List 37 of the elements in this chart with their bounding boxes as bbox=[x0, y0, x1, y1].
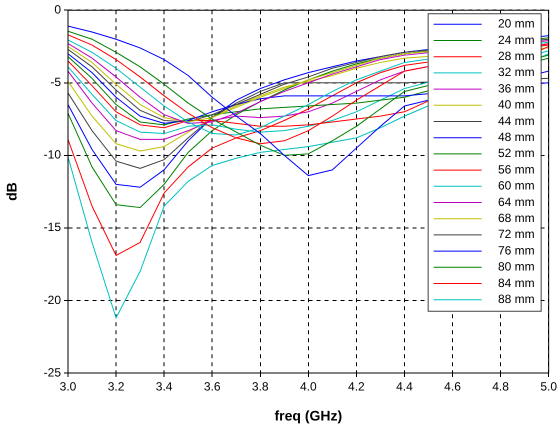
y-tick-label: -15 bbox=[44, 220, 62, 234]
legend-label: 68 mm bbox=[498, 211, 535, 226]
x-tick-label: 5.0 bbox=[540, 380, 558, 394]
legend-label: 72 mm bbox=[498, 227, 535, 242]
legend-label: 84 mm bbox=[498, 276, 535, 290]
legend-label: 40 mm bbox=[498, 98, 535, 112]
legend-label: 76 mm bbox=[498, 243, 535, 258]
legend-label: 56 mm bbox=[498, 162, 535, 176]
x-tick-label: 4.6 bbox=[444, 380, 462, 394]
x-axis-title: freq (GHz) bbox=[274, 407, 342, 424]
x-tick-label: 4.4 bbox=[396, 380, 414, 394]
x-tick-label: 3.4 bbox=[156, 380, 173, 394]
x-tick-label: 4.2 bbox=[348, 380, 366, 394]
y-tick-label: -10 bbox=[44, 148, 62, 162]
legend-label: 28 mm bbox=[498, 49, 535, 64]
x-tick-label: 3.2 bbox=[108, 380, 125, 394]
y-tick-label: -25 bbox=[44, 365, 62, 380]
legend-label: 44 mm bbox=[498, 114, 535, 128]
legend-label: 52 mm bbox=[498, 146, 535, 160]
x-tick-label: 3.0 bbox=[60, 380, 77, 394]
legend-label: 88 mm bbox=[498, 292, 535, 306]
legend-label: 60 mm bbox=[498, 178, 535, 193]
legend-label: 80 mm bbox=[498, 260, 535, 274]
y-axis-title: dB bbox=[3, 182, 20, 201]
legend-label: 24 mm bbox=[498, 32, 535, 47]
y-tick-label: 0 bbox=[54, 2, 62, 17]
legend-label: 36 mm bbox=[498, 81, 535, 96]
x-tick-label: 3.6 bbox=[204, 380, 221, 394]
legend-label: 48 mm bbox=[498, 130, 535, 144]
y-tick-label: -20 bbox=[44, 292, 62, 307]
x-tick-label: 4.0 bbox=[300, 380, 317, 394]
legend-label: 64 mm bbox=[498, 194, 535, 209]
legend-label: 32 mm bbox=[498, 65, 535, 80]
y-tick-label: -5 bbox=[50, 75, 62, 90]
x-tick-label: 4.8 bbox=[492, 380, 510, 394]
x-tick-label: 3.8 bbox=[252, 380, 269, 394]
legend-label: 20 mm bbox=[498, 16, 535, 31]
